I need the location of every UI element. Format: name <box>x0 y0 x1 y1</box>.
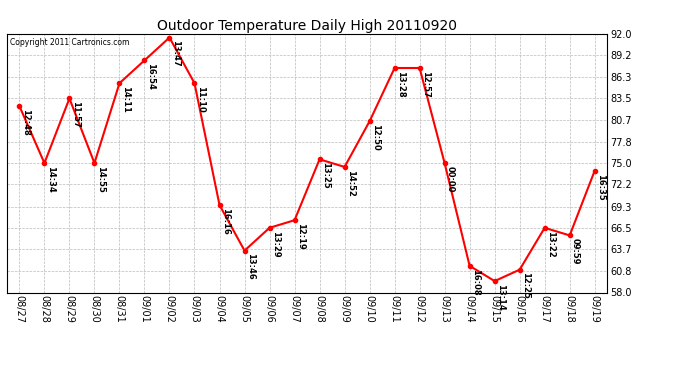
Title: Outdoor Temperature Daily High 20110920: Outdoor Temperature Daily High 20110920 <box>157 19 457 33</box>
Text: 13:14: 13:14 <box>496 284 505 310</box>
Text: 13:22: 13:22 <box>546 231 555 257</box>
Text: 11:10: 11:10 <box>196 86 205 113</box>
Text: 16:16: 16:16 <box>221 208 230 235</box>
Text: 12:48: 12:48 <box>21 109 30 136</box>
Text: 16:35: 16:35 <box>596 174 605 200</box>
Text: 09:59: 09:59 <box>571 238 580 265</box>
Text: 12:50: 12:50 <box>371 124 380 151</box>
Text: 12:57: 12:57 <box>421 71 430 98</box>
Text: 00:00: 00:00 <box>446 166 455 192</box>
Text: 13:29: 13:29 <box>271 231 280 257</box>
Text: 13:46: 13:46 <box>246 254 255 280</box>
Text: 14:11: 14:11 <box>121 86 130 113</box>
Text: 14:34: 14:34 <box>46 166 55 193</box>
Text: Copyright 2011 Cartronics.com: Copyright 2011 Cartronics.com <box>10 38 129 46</box>
Text: 16:54: 16:54 <box>146 63 155 90</box>
Text: 11:57: 11:57 <box>71 101 80 128</box>
Text: 14:52: 14:52 <box>346 170 355 196</box>
Text: 14:55: 14:55 <box>96 166 105 193</box>
Text: 12:25: 12:25 <box>521 273 530 299</box>
Text: 13:25: 13:25 <box>321 162 330 189</box>
Text: 12:19: 12:19 <box>296 223 305 250</box>
Text: 13:28: 13:28 <box>396 71 405 98</box>
Text: 16:08: 16:08 <box>471 268 480 295</box>
Text: 13:47: 13:47 <box>171 40 180 67</box>
